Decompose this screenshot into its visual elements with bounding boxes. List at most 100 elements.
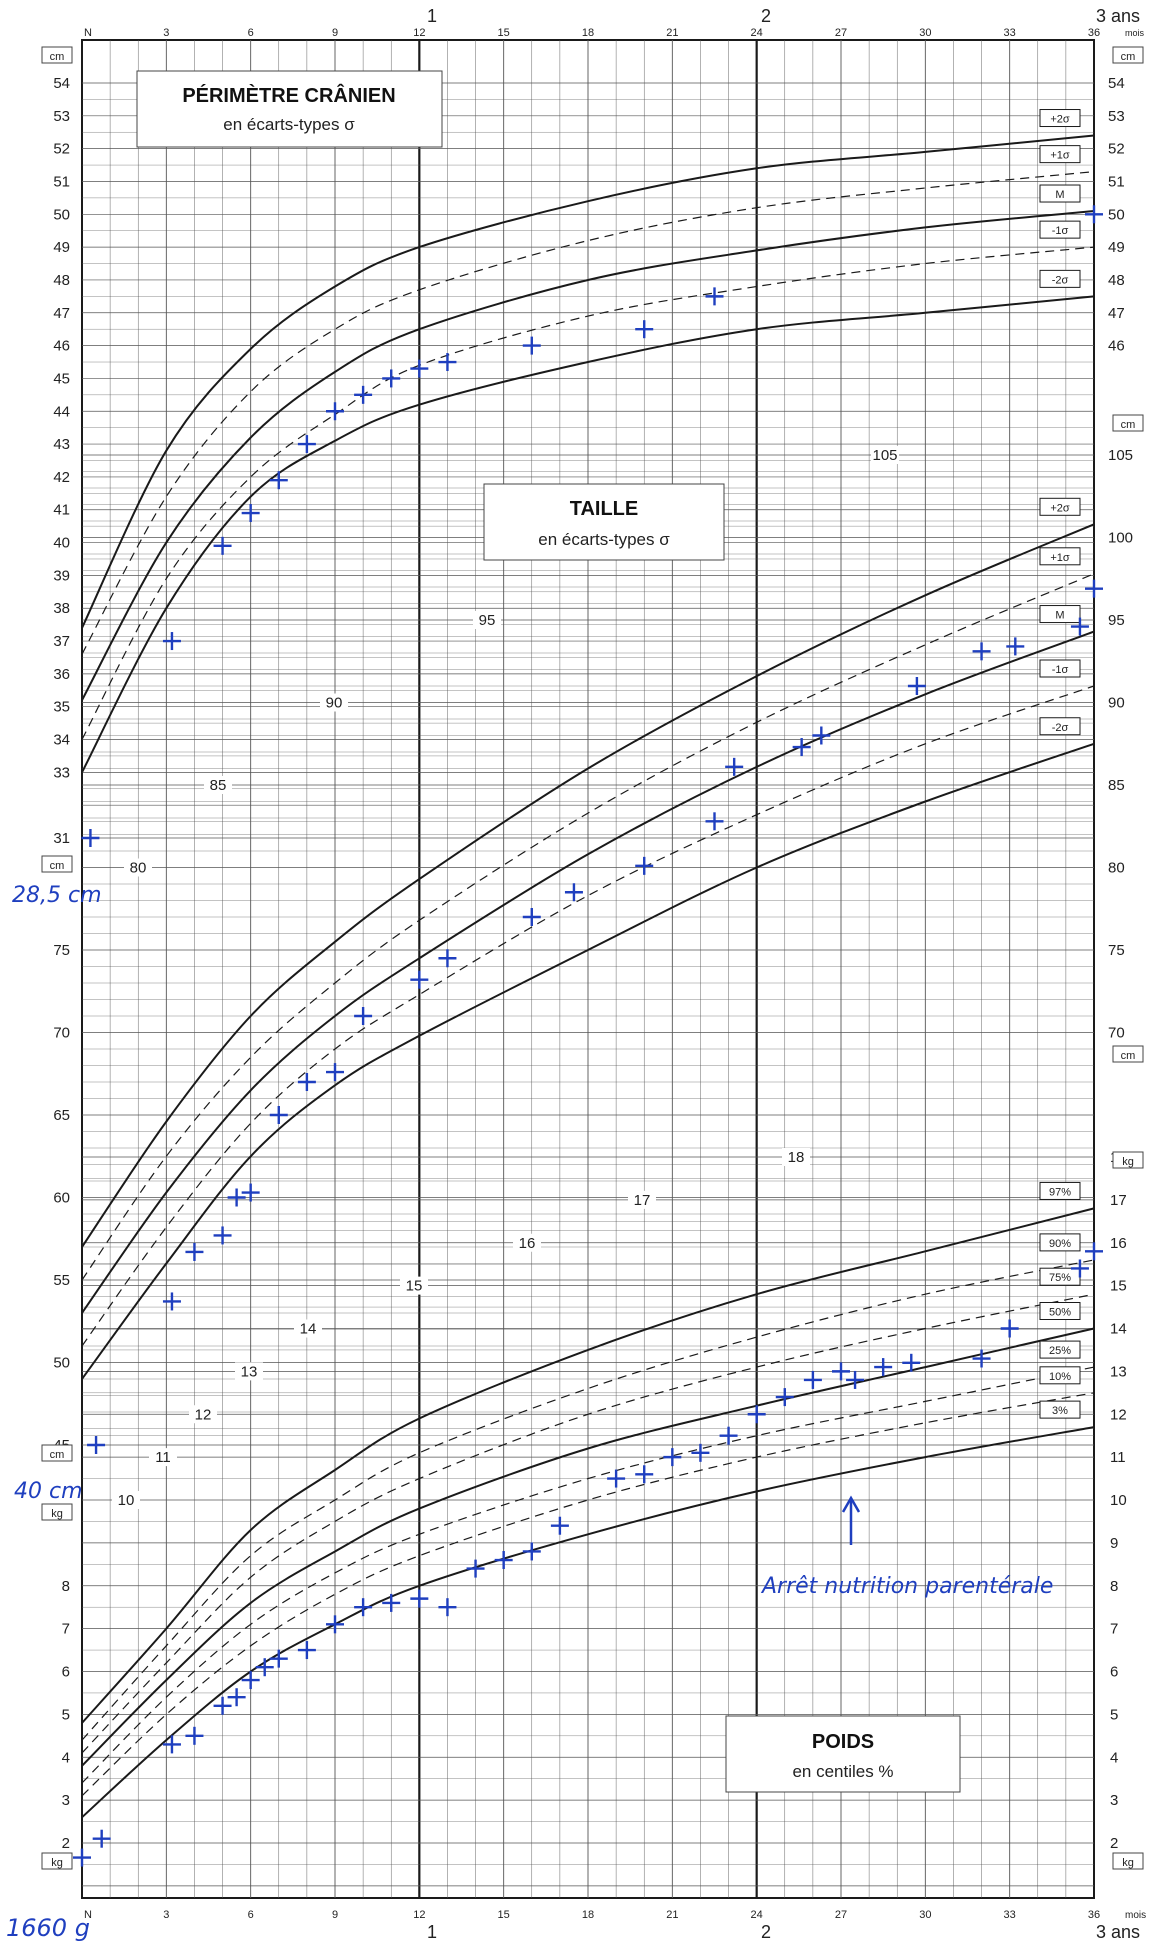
inner-label-bg <box>124 858 152 877</box>
weight-tick-left: 7 <box>62 1621 70 1638</box>
height-tick-right: 75 <box>1108 942 1125 959</box>
height-tick-left: 75 <box>53 942 70 959</box>
weight-tick-right: 17 <box>1110 1192 1127 1209</box>
head-tick-right: 54 <box>1108 75 1125 92</box>
weight-title-box: POIDS en centiles % <box>725 1715 961 1793</box>
head-patient-point <box>81 829 100 847</box>
head-curve-label-box <box>1039 184 1081 203</box>
top-month-tick: 21 <box>666 27 678 39</box>
head-tick-left: 47 <box>53 305 70 322</box>
head-curve-label: -1σ <box>1052 225 1069 237</box>
height-tick-left: 70 <box>53 1025 70 1042</box>
head-patient-point <box>241 504 260 523</box>
unit-box-cm-left-head: cm <box>41 1444 73 1462</box>
unit-box-kg-bottom-right: kg <box>1112 1852 1144 1870</box>
height-curve--2σ <box>81 742 1095 1380</box>
weight-patient-point <box>607 1469 626 1488</box>
head-tick-left: 50 <box>53 206 70 223</box>
head-tick-right: 50 <box>1108 206 1125 223</box>
weight-patient-point <box>382 1593 401 1612</box>
weight-patient-point <box>803 1370 822 1389</box>
inner-scale-label: 15 <box>406 1278 423 1295</box>
height-curve-label: -1σ <box>1052 664 1069 676</box>
top-month-tick: 18 <box>582 27 594 39</box>
head-tick-left: 52 <box>53 141 70 158</box>
head-patient-point <box>213 536 232 555</box>
top-month-tick: 9 <box>332 27 338 39</box>
inner-label-bg <box>513 1233 541 1252</box>
weight-tick-left: 5 <box>62 1706 70 1723</box>
weight-patient-point <box>227 1688 246 1707</box>
weight-patient-point <box>1000 1319 1019 1338</box>
inner-scale-label: 11 <box>155 1449 171 1466</box>
head-patient-point <box>354 385 373 404</box>
weight-curve-label-box <box>1039 1233 1081 1252</box>
weight-patient-point <box>241 1671 260 1690</box>
weight-curve-25% <box>81 1366 1095 1784</box>
bottom-month-tick: 21 <box>666 1909 678 1921</box>
weight-tick-right: 14 <box>1110 1321 1127 1338</box>
svg-text:cm: cm <box>50 860 65 872</box>
height-tick-right: 80 <box>1108 860 1125 877</box>
weight-subtitle: en centiles % <box>792 1762 893 1781</box>
weight-tick-left: 2 <box>62 1835 70 1852</box>
inner-label-bg <box>400 1276 428 1295</box>
inner-label-bg <box>149 1448 177 1467</box>
height-patient-point <box>297 1073 316 1091</box>
weight-patient-point <box>410 1589 429 1608</box>
height-curve-label-box <box>1039 497 1081 516</box>
height-title-box: TAILLE en écarts-types σ <box>483 483 725 561</box>
length-at-birth-note: 28,5 cm <box>12 883 102 908</box>
inner-scale-label: 10 <box>118 1492 135 1509</box>
unit-box-cm-left-height: cm <box>41 855 73 873</box>
head-patient-point <box>1085 205 1103 224</box>
weight-patient-point <box>719 1426 738 1445</box>
unit-box-cm-right-height: cm <box>1112 414 1144 432</box>
height-curve-+1σ <box>81 573 1095 1281</box>
head-curve-label-box <box>1039 220 1081 239</box>
weight-patient-point <box>466 1559 485 1578</box>
weight-tick-right: 16 <box>1110 1235 1127 1252</box>
head-tick-right: 52 <box>1108 141 1125 158</box>
height-patient-point <box>1006 637 1025 656</box>
weight-patient-point <box>92 1829 111 1848</box>
inner-scale-label: 17 <box>634 1192 651 1209</box>
weight-patient-point <box>635 1465 654 1484</box>
inner-label-bg <box>235 1362 263 1381</box>
weight-patient-point <box>1070 1259 1089 1278</box>
height-patient-point <box>213 1226 232 1245</box>
unit-box-kg-bottom-left: kg <box>41 1852 73 1870</box>
inner-scale-label: 12 <box>195 1406 212 1423</box>
height-curve-label-box <box>1039 717 1081 736</box>
weight-curve-label-box <box>1039 1340 1081 1359</box>
head-patient-point <box>326 402 344 421</box>
weight-tick-right: 2 <box>1110 1835 1118 1852</box>
head-curve-label: -2σ <box>1052 274 1069 286</box>
head-tick-left: 35 <box>53 699 70 716</box>
unit-box-kg-left: kg <box>41 1503 73 1521</box>
head-tick-right: 48 <box>1108 272 1125 289</box>
weight-curve-label: 90% <box>1049 1238 1071 1250</box>
bottom-month-tick: 33 <box>1004 1909 1016 1921</box>
bottom-month-tick: 12 <box>413 1909 425 1921</box>
weight-patient-point <box>326 1615 344 1634</box>
head-curve-label: M <box>1055 189 1064 201</box>
svg-text:cm: cm <box>50 1449 65 1461</box>
weight-tick-right: 13 <box>1110 1363 1127 1380</box>
bottom-months-unit: mois <box>1125 1910 1146 1921</box>
head-tick-right: 51 <box>1108 173 1125 190</box>
head-tick-left: 45 <box>53 370 70 387</box>
weight-curve-label: 75% <box>1049 1272 1071 1284</box>
head-patient-point <box>410 359 429 378</box>
head-tick-right: 47 <box>1108 305 1125 322</box>
height-curve--1σ <box>81 685 1095 1347</box>
inner-label-bg <box>473 611 501 629</box>
height-patient-point <box>185 1242 204 1261</box>
height-patient-point <box>438 949 457 968</box>
bottom-month-tick: 18 <box>582 1909 594 1921</box>
weight-patient-point <box>255 1658 274 1677</box>
height-tick-right: 70 <box>1108 1025 1125 1042</box>
weight-tick-right: 6 <box>1110 1664 1118 1681</box>
height-tick-right: 90 <box>1108 695 1125 712</box>
